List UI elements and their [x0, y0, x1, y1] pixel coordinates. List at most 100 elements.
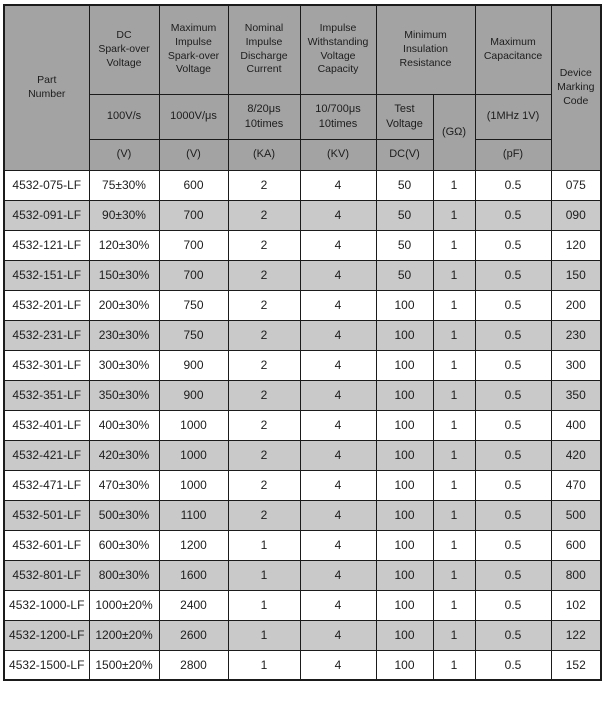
cell-insulation-test-voltage: 100	[375, 649, 434, 681]
cell-impulse-withstanding-voltage-capacity: 4	[299, 289, 377, 321]
cell-dc-spark-over-voltage: 500±30%	[88, 499, 160, 531]
header-min-insulation-resistance: Minimum Insulation Resistance	[375, 4, 476, 95]
header-max-impulse-spark-over-voltage: Maximum Impulse Spark-over Voltage	[158, 4, 229, 95]
cell-impulse-withstanding-voltage-capacity: 4	[299, 649, 377, 681]
cell-dc-spark-over-voltage: 90±30%	[88, 199, 160, 231]
cell-insulation-resistance-gohm: 1	[432, 199, 476, 231]
cell-nominal-impulse-discharge-current: 2	[227, 319, 301, 351]
cell-insulation-resistance-gohm: 1	[432, 559, 476, 591]
cell-max-impulse-spark-over-voltage: 1100	[158, 499, 229, 531]
table-row: 4532-401-LF 400±30% 1000 2 4 100 1 0.5 400	[3, 409, 602, 441]
cell-nominal-impulse-discharge-current: 2	[227, 259, 301, 291]
header-impulse-withstanding-voltage-capacity: Impulse Withstanding Voltage Capacity	[299, 4, 377, 95]
cell-insulation-test-voltage: 100	[375, 589, 434, 621]
cell-max-capacitance: 0.5	[474, 169, 552, 201]
header-dc-spark-over-voltage: DC Spark-over Voltage	[88, 4, 160, 95]
cell-nominal-impulse-discharge-current: 2	[227, 349, 301, 381]
cell-part-number: 4532-1200-LF	[3, 619, 90, 651]
cell-max-impulse-spark-over-voltage: 750	[158, 319, 229, 351]
cell-device-marking-code: 800	[550, 559, 602, 591]
cell-device-marking-code: 350	[550, 379, 602, 411]
cell-impulse-withstanding-voltage-capacity: 4	[299, 259, 377, 291]
cell-nominal-impulse-discharge-current: 2	[227, 229, 301, 261]
table-row: 4532-075-LF 75±30% 600 2 4 50 1 0.5 075	[3, 169, 602, 201]
cell-part-number: 4532-091-LF	[3, 199, 90, 231]
cell-device-marking-code: 420	[550, 439, 602, 471]
cell-impulse-withstanding-voltage-capacity: 4	[299, 169, 377, 201]
header-unit-v-dc: (V)	[88, 138, 160, 171]
cell-max-capacitance: 0.5	[474, 409, 552, 441]
cell-max-capacitance: 0.5	[474, 379, 552, 411]
cell-max-impulse-spark-over-voltage: 700	[158, 229, 229, 261]
cell-insulation-test-voltage: 100	[375, 289, 434, 321]
table-row: 4532-151-LF 150±30% 700 2 4 50 1 0.5 150	[3, 259, 602, 291]
table-row: 4532-301-LF 300±30% 900 2 4 100 1 0.5 300	[3, 349, 602, 381]
table-row: 4532-1000-LF 1000±20% 2400 1 4 100 1 0.5 102	[3, 589, 602, 621]
header-part-number: Part Number	[3, 4, 90, 171]
cell-max-capacitance: 0.5	[474, 559, 552, 591]
cell-impulse-withstanding-voltage-capacity: 4	[299, 589, 377, 621]
cell-dc-spark-over-voltage: 1500±20%	[88, 649, 160, 681]
cell-impulse-withstanding-voltage-capacity: 4	[299, 559, 377, 591]
cell-device-marking-code: 230	[550, 319, 602, 351]
header-unit-v-impulse: (V)	[158, 138, 229, 171]
cell-device-marking-code: 470	[550, 469, 602, 501]
header-nominal-impulse-discharge-current: Nominal Impulse Discharge Current	[227, 4, 301, 95]
cell-nominal-impulse-discharge-current: 1	[227, 649, 301, 681]
cell-max-impulse-spark-over-voltage: 1000	[158, 439, 229, 471]
header-row-titles: Part Number DC Spark-over Voltage Maximu…	[3, 4, 602, 171]
cell-dc-spark-over-voltage: 420±30%	[88, 439, 160, 471]
cell-insulation-test-voltage: 100	[375, 349, 434, 381]
cell-insulation-test-voltage: 100	[375, 319, 434, 351]
cell-device-marking-code: 102	[550, 589, 602, 621]
cell-impulse-withstanding-voltage-capacity: 4	[299, 199, 377, 231]
cell-insulation-resistance-gohm: 1	[432, 499, 476, 531]
table-row: 4532-471-LF 470±30% 1000 2 4 100 1 0.5 470	[3, 469, 602, 501]
header-unit-pf: (pF)	[474, 138, 552, 171]
cell-max-capacitance: 0.5	[474, 619, 552, 651]
table-header: Part Number DC Spark-over Voltage Maximu…	[3, 4, 602, 171]
header-row-conditions: 100V/s 1000V/μs 8/20μs 10times 10/700μs …	[4, 93, 601, 171]
cell-impulse-withstanding-voltage-capacity: 4	[299, 229, 377, 261]
cell-insulation-test-voltage: 50	[375, 229, 434, 261]
cell-max-impulse-spark-over-voltage: 750	[158, 289, 229, 321]
cell-max-capacitance: 0.5	[474, 439, 552, 471]
header-condition-test-voltage: Test Voltage	[375, 93, 434, 140]
cell-device-marking-code: 075	[550, 169, 602, 201]
cell-part-number: 4532-121-LF	[3, 229, 90, 261]
cell-impulse-withstanding-voltage-capacity: 4	[299, 439, 377, 471]
cell-part-number: 4532-075-LF	[3, 169, 90, 201]
cell-dc-spark-over-voltage: 470±30%	[88, 469, 160, 501]
header-row-units: (V) (V) (KA) (KV) DC(V) (pF)	[4, 138, 601, 171]
cell-insulation-test-voltage: 100	[375, 469, 434, 501]
cell-insulation-resistance-gohm: 1	[432, 229, 476, 261]
table-row: 4532-201-LF 200±30% 750 2 4 100 1 0.5 200	[3, 289, 602, 321]
cell-max-capacitance: 0.5	[474, 349, 552, 381]
cell-device-marking-code: 120	[550, 229, 602, 261]
cell-nominal-impulse-discharge-current: 2	[227, 199, 301, 231]
cell-insulation-resistance-gohm: 1	[432, 529, 476, 561]
cell-max-impulse-spark-over-voltage: 700	[158, 199, 229, 231]
cell-max-capacitance: 0.5	[474, 229, 552, 261]
table-row: 4532-121-LF 120±30% 700 2 4 50 1 0.5 120	[3, 229, 602, 261]
cell-dc-spark-over-voltage: 400±30%	[88, 409, 160, 441]
cell-insulation-test-voltage: 100	[375, 379, 434, 411]
cell-nominal-impulse-discharge-current: 2	[227, 169, 301, 201]
cell-insulation-resistance-gohm: 1	[432, 259, 476, 291]
header-condition-100vs: 100V/s	[88, 93, 160, 140]
cell-device-marking-code: 152	[550, 649, 602, 681]
cell-dc-spark-over-voltage: 300±30%	[88, 349, 160, 381]
cell-part-number: 4532-301-LF	[3, 349, 90, 381]
cell-insulation-resistance-gohm: 1	[432, 589, 476, 621]
cell-max-capacitance: 0.5	[474, 589, 552, 621]
cell-part-number: 4532-151-LF	[3, 259, 90, 291]
cell-max-impulse-spark-over-voltage: 1000	[158, 409, 229, 441]
header-unit-gohm: (GΩ)	[432, 93, 476, 171]
header-condition-1000vus: 1000V/μs	[158, 93, 229, 140]
cell-insulation-test-voltage: 100	[375, 529, 434, 561]
header-unit-kv: (KV)	[299, 138, 377, 171]
cell-max-capacitance: 0.5	[474, 529, 552, 561]
cell-device-marking-code: 300	[550, 349, 602, 381]
table-row: 4532-421-LF 420±30% 1000 2 4 100 1 0.5 420	[3, 439, 602, 471]
cell-max-capacitance: 0.5	[474, 319, 552, 351]
